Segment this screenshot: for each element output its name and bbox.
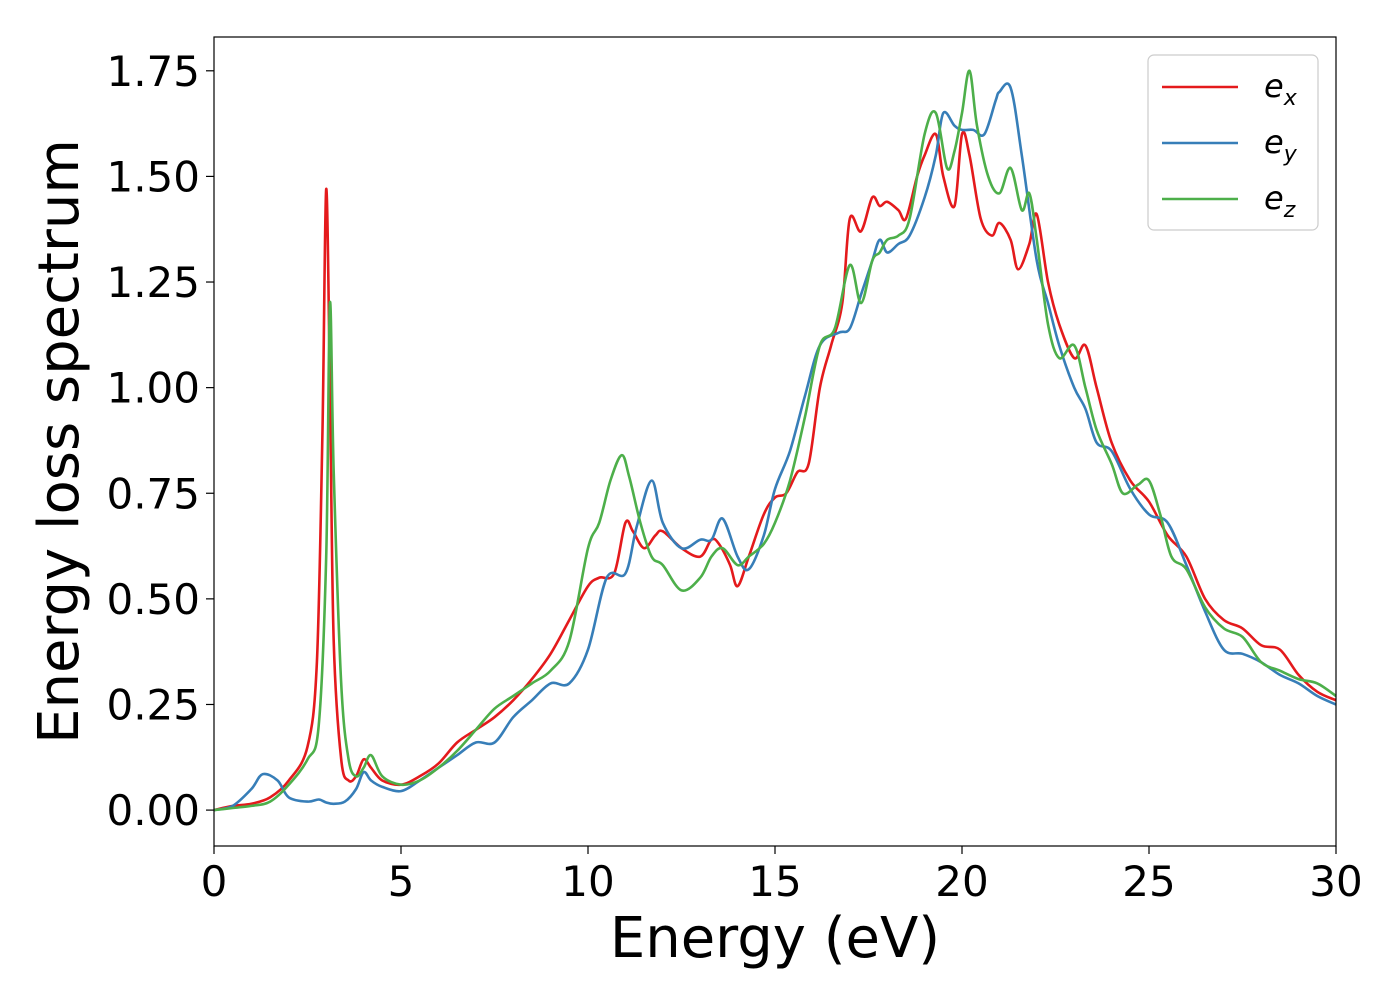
y-axis-ticks: 0.00 0.25 0.50 0.75 1.00 1.25 1.50 1.75: [106, 47, 214, 835]
x-tick-label: 10: [561, 857, 614, 906]
legend-label-ex: ex: [1264, 67, 1298, 111]
y-tick-label: 1.25: [106, 258, 200, 307]
x-tick-label: 30: [1309, 857, 1362, 906]
x-axis-label: Energy (eV): [610, 906, 940, 971]
series-layer: [213, 69, 1337, 812]
y-tick-label: 1.00: [106, 364, 200, 413]
series-line-ez: [213, 69, 1337, 812]
legend-label-ey: ey: [1264, 123, 1298, 167]
x-axis-ticks: 0 5 10 15 20 25 30: [201, 846, 1363, 906]
x-tick-label: 15: [748, 857, 801, 906]
y-tick-label: 1.75: [106, 47, 200, 96]
x-tick-label: 25: [1122, 857, 1175, 906]
series-line-ex: [213, 130, 1337, 812]
y-tick-label: 0.25: [106, 680, 200, 729]
x-tick-label: 20: [935, 857, 988, 906]
x-tick-label: 0: [201, 857, 228, 906]
y-tick-label: 0.50: [106, 575, 200, 624]
y-tick-label: 0.00: [106, 786, 200, 835]
y-axis-label: Energy loss spectrum: [27, 139, 92, 744]
legend-label-ez: ez: [1264, 179, 1296, 223]
series-line-ey: [213, 82, 1337, 812]
x-tick-label: 5: [388, 857, 415, 906]
y-tick-label: 0.75: [106, 469, 200, 518]
y-tick-label: 1.50: [106, 152, 200, 201]
legend: ex ey ez: [1147, 54, 1319, 231]
